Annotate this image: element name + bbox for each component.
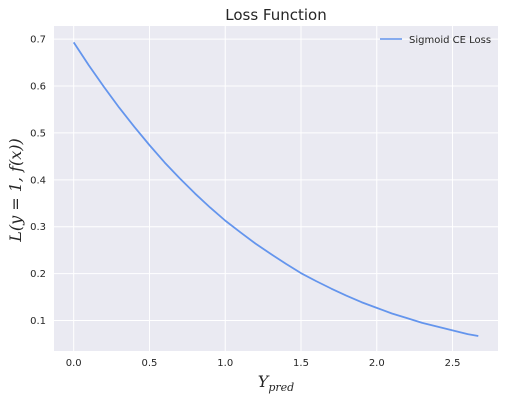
chart-title: Loss Function <box>225 6 326 24</box>
series-line-sigmoid-ce-loss <box>72 41 479 337</box>
x-axis-ticks: 0.0 0.5 1.0 1.5 2.0 2.5 <box>66 358 461 369</box>
x-axis-label: Ypred <box>258 372 294 394</box>
y-tick-label: 0.4 <box>30 175 46 186</box>
legend-label-sigmoid-ce-loss: Sigmoid CE Loss <box>409 35 491 46</box>
plot-area <box>54 26 498 351</box>
y-tick-label: 0.1 <box>30 316 46 327</box>
x-tick-label: 1.5 <box>293 358 309 369</box>
legend: Sigmoid CE Loss <box>380 35 491 46</box>
x-tick-label: 0.0 <box>66 358 82 369</box>
y-tick-label: 0.5 <box>30 128 46 139</box>
y-axis-label: L(y = 1, f(x)) <box>6 138 25 243</box>
y-tick-label: 0.7 <box>30 35 46 46</box>
x-tick-label: 1.0 <box>217 358 233 369</box>
grid-lines <box>54 26 498 351</box>
y-tick-label: 0.2 <box>30 269 46 280</box>
y-tick-label: 0.3 <box>30 222 46 233</box>
x-tick-label: 2.5 <box>445 358 461 369</box>
y-axis-ticks: 0.1 0.2 0.3 0.4 0.5 0.6 0.7 <box>30 35 46 327</box>
y-tick-label: 0.6 <box>30 82 46 93</box>
series-layer <box>72 41 479 337</box>
x-tick-label: 2.0 <box>369 358 385 369</box>
x-tick-label: 0.5 <box>142 358 158 369</box>
